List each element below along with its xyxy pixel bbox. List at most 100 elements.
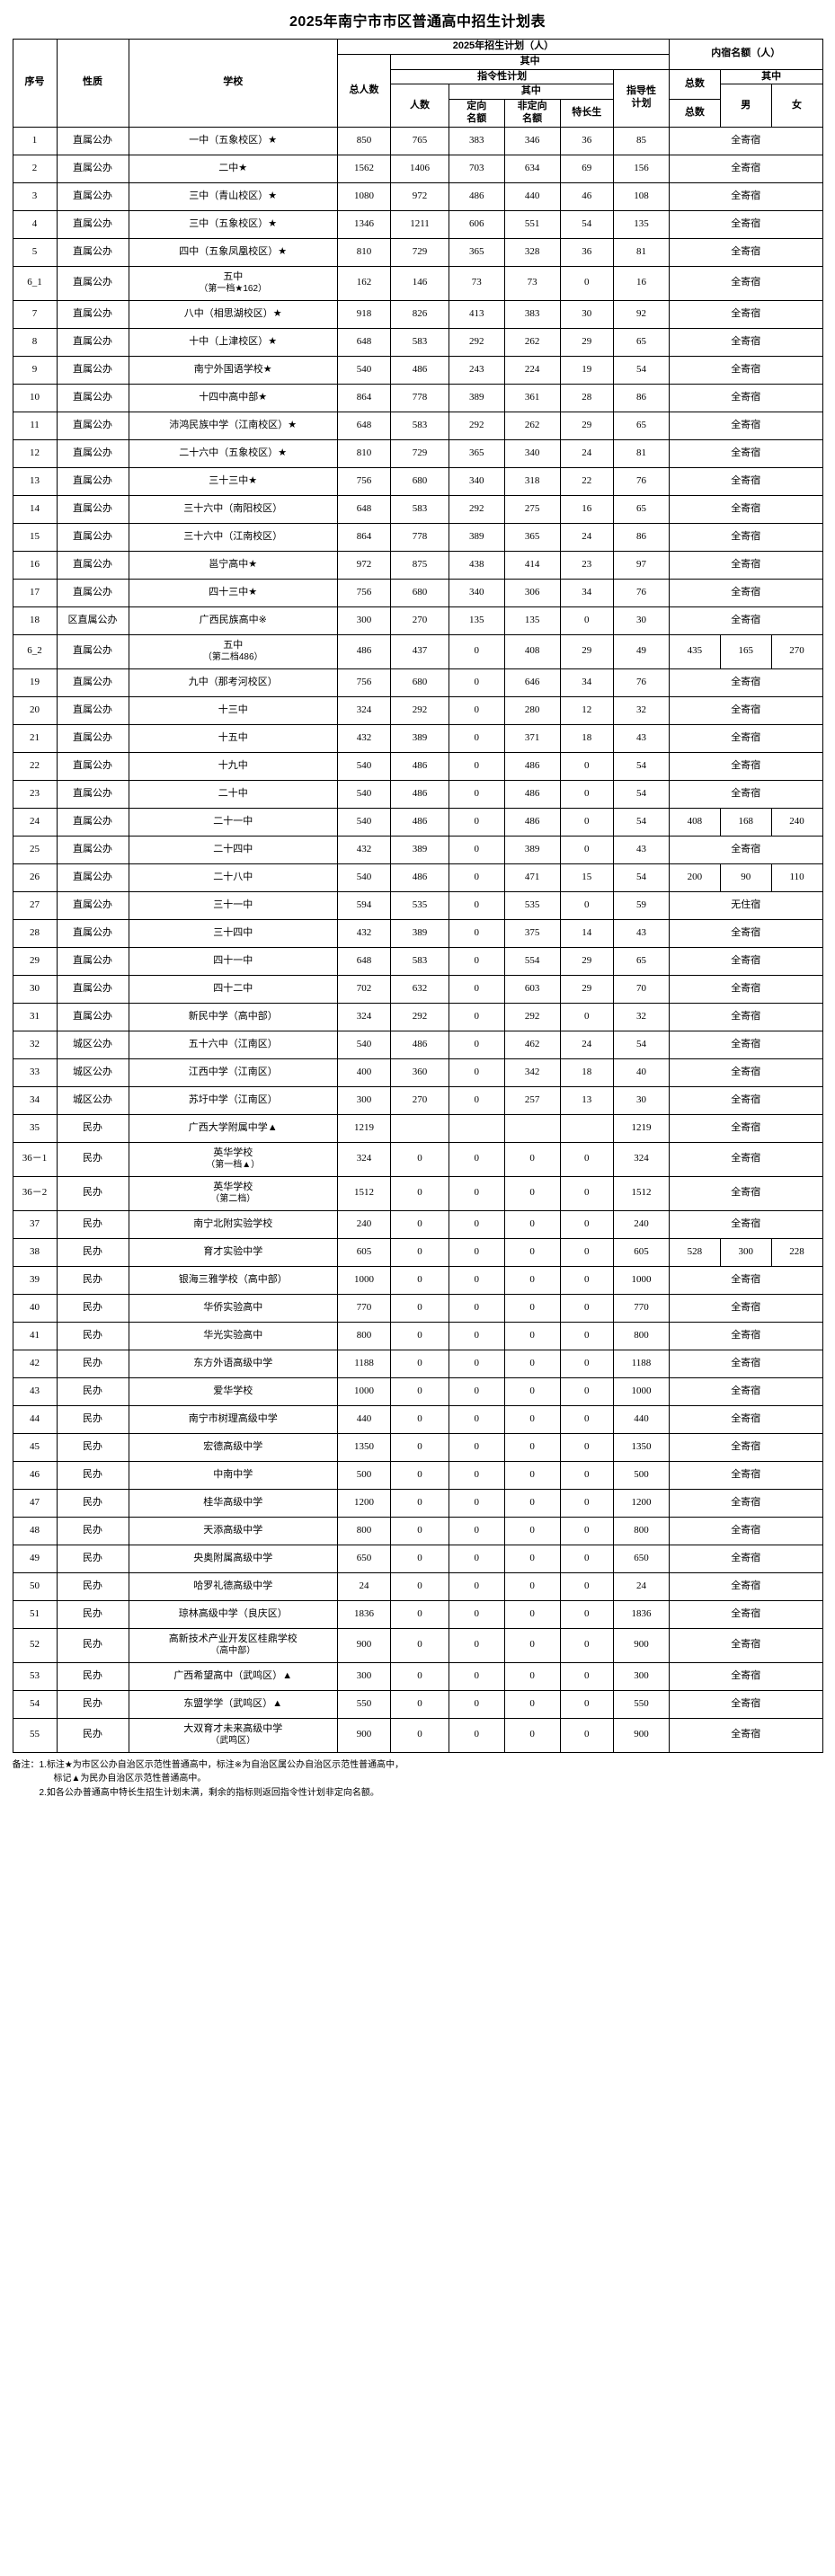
cell-undirected: 471 xyxy=(503,863,561,892)
cell-special: 29 xyxy=(559,974,614,1004)
cell-nature: 直属公办 xyxy=(56,633,129,669)
table-body: 1 直属公办 一中（五象校区）★ 850 765 383 346 36 85 全寄宿 2 直属公办 二中… xyxy=(12,126,823,1753)
table-row: 11 直属公办 沛鸿民族中学（江南校区）★ 648 583 292 262 29 65 全寄宿 xyxy=(12,411,823,440)
cell-seq: 4 xyxy=(12,209,58,239)
cell-guidance: 65 xyxy=(612,946,671,976)
school-name: 十中（上津校区）★ xyxy=(189,335,278,347)
cell-school: 华侨实验高中 xyxy=(128,1293,338,1323)
cell-nature: 直属公办 xyxy=(56,835,129,864)
cell-guidance: 800 xyxy=(612,1516,671,1545)
cell-guidance: 24 xyxy=(612,1571,671,1601)
table-row: 52 民办 高新技术产业开发区桂鼎学校 （高中部） 900 0 0 0 0 900 全寄宿 xyxy=(12,1627,823,1663)
cell-school: 十三中 xyxy=(128,695,338,725)
table-row: 34 城区公办 苏圩中学（江南区） 300 270 0 257 13 30 全寄宿 xyxy=(12,1085,823,1115)
cell-people: 583 xyxy=(390,411,449,440)
cell-seq: 50 xyxy=(12,1571,58,1601)
cell-directed: 0 xyxy=(448,1377,505,1406)
cell-total: 650 xyxy=(336,1544,392,1573)
cell-guidance: 300 xyxy=(612,1661,671,1691)
school-name: 哈罗礼德高级中学 xyxy=(193,1580,273,1591)
school-name: 二十中 xyxy=(218,787,248,799)
table-row: 15 直属公办 三十六中（江南校区） 864 778 389 365 24 86 全寄宿 xyxy=(12,522,823,552)
cell-directed: 0 xyxy=(448,1237,505,1267)
cell-special: 0 xyxy=(559,1265,614,1295)
cell-undirected: 486 xyxy=(503,751,561,781)
cell-people: 583 xyxy=(390,327,449,357)
cell-nature: 民办 xyxy=(56,1141,129,1177)
cell-undirected: 365 xyxy=(503,522,561,552)
cell-undirected: 135 xyxy=(503,606,561,635)
cell-undirected: 0 xyxy=(503,1175,561,1211)
cell-guidance: 54 xyxy=(612,779,671,809)
cell-special: 19 xyxy=(559,355,614,385)
cell-special: 36 xyxy=(559,126,614,155)
school-subtitle: （第一档★162） xyxy=(199,283,268,294)
cell-school: 英华学校 （第一档▲） xyxy=(128,1141,338,1177)
cell-total: 540 xyxy=(336,1030,392,1059)
cell-special: 18 xyxy=(559,1058,614,1087)
cell-total: 810 xyxy=(336,438,392,468)
cell-undirected: 375 xyxy=(503,918,561,948)
cell-seq: 39 xyxy=(12,1265,58,1295)
cell-dorm-note: 全寄宿 xyxy=(669,1209,823,1239)
cell-school: 新民中学（高中部） xyxy=(128,1002,338,1031)
table-row: 46 民办 中南中学 500 0 0 0 0 500 全寄宿 xyxy=(12,1460,823,1490)
cell-undirected: 280 xyxy=(503,695,561,725)
cell-guidance: 16 xyxy=(612,265,671,301)
cell-undirected: 0 xyxy=(503,1516,561,1545)
cell-nature: 直属公办 xyxy=(56,668,129,697)
cell-people: 0 xyxy=(390,1265,449,1295)
cell-undirected: 262 xyxy=(503,327,561,357)
cell-seq: 46 xyxy=(12,1460,58,1490)
table-row: 35 民办 广西大学附属中学▲ 1219 1219 全寄宿 xyxy=(12,1113,823,1143)
cell-total: 300 xyxy=(336,1085,392,1115)
cell-directed: 703 xyxy=(448,154,505,183)
cell-nature: 直属公办 xyxy=(56,1002,129,1031)
cell-seq: 35 xyxy=(12,1113,58,1143)
cell-total: 500 xyxy=(336,1460,392,1490)
cell-people: 680 xyxy=(390,466,449,496)
cell-dorm-note: 全寄宿 xyxy=(669,1085,823,1115)
cell-school: 爱华学校 xyxy=(128,1377,338,1406)
cell-people: 0 xyxy=(390,1661,449,1691)
cell-undirected: 340 xyxy=(503,438,561,468)
cell-nature: 直属公办 xyxy=(56,946,129,976)
cell-school: 中南中学 xyxy=(128,1460,338,1490)
cell-undirected: 318 xyxy=(503,466,561,496)
cell-dorm-note: 全寄宿 xyxy=(669,494,823,524)
cell-seq: 31 xyxy=(12,1002,58,1031)
cell-directed: 0 xyxy=(448,1265,505,1295)
cell-seq: 49 xyxy=(12,1544,58,1573)
cell-school: 十九中 xyxy=(128,751,338,781)
cell-total: 864 xyxy=(336,522,392,552)
cell-nature: 直属公办 xyxy=(56,237,129,267)
table-row: 33 城区公办 江西中学（江南区） 400 360 0 342 18 40 全寄宿 xyxy=(12,1058,823,1087)
cell-dorm-female: 270 xyxy=(770,633,823,669)
table-row: 32 城区公办 五十六中（江南区） 540 486 0 462 24 54 全寄宿 xyxy=(12,1030,823,1059)
table-row: 7 直属公办 八中（相思湖校区）★ 918 826 413 383 30 92 全寄宿 xyxy=(12,299,823,329)
cell-total: 900 xyxy=(336,1627,392,1663)
cell-people: 535 xyxy=(390,890,449,920)
note-line-2: 标记▲为民办自治区示范性普通高中。 xyxy=(53,1774,207,1784)
cell-total: 972 xyxy=(336,550,392,580)
school-name: 大双育才未来高级中学 xyxy=(183,1722,283,1734)
cell-guidance: 440 xyxy=(612,1404,671,1434)
cell-dorm-total: 408 xyxy=(669,807,721,837)
cell-dorm-note: 全寄宿 xyxy=(669,668,823,697)
school-name: 江西中学（江南区） xyxy=(188,1066,278,1077)
school-subtitle: （第二档） xyxy=(210,1193,256,1204)
cell-special: 0 xyxy=(559,1432,614,1462)
cell-total: 702 xyxy=(336,974,392,1004)
cell-guidance: 900 xyxy=(612,1627,671,1663)
table-row: 39 民办 银海三雅学校（高中部） 1000 0 0 0 0 1000 全寄宿 xyxy=(12,1265,823,1295)
cell-people: 270 xyxy=(390,606,449,635)
cell-seq: 16 xyxy=(12,550,58,580)
cell-directed: 0 xyxy=(448,633,505,669)
cell-school: 广西民族高中※ xyxy=(128,606,338,635)
cell-nature: 民办 xyxy=(56,1571,129,1601)
cell-school: 二中★ xyxy=(128,154,338,183)
cell-nature: 直属公办 xyxy=(56,265,129,301)
cell-seq: 54 xyxy=(12,1689,58,1719)
cell-guidance: 135 xyxy=(612,209,671,239)
cell-guidance: 76 xyxy=(612,466,671,496)
